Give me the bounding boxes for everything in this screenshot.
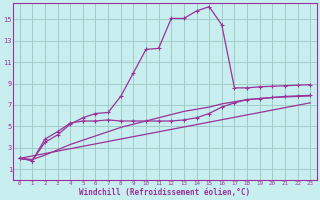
X-axis label: Windchill (Refroidissement éolien,°C): Windchill (Refroidissement éolien,°C) [79, 188, 251, 197]
